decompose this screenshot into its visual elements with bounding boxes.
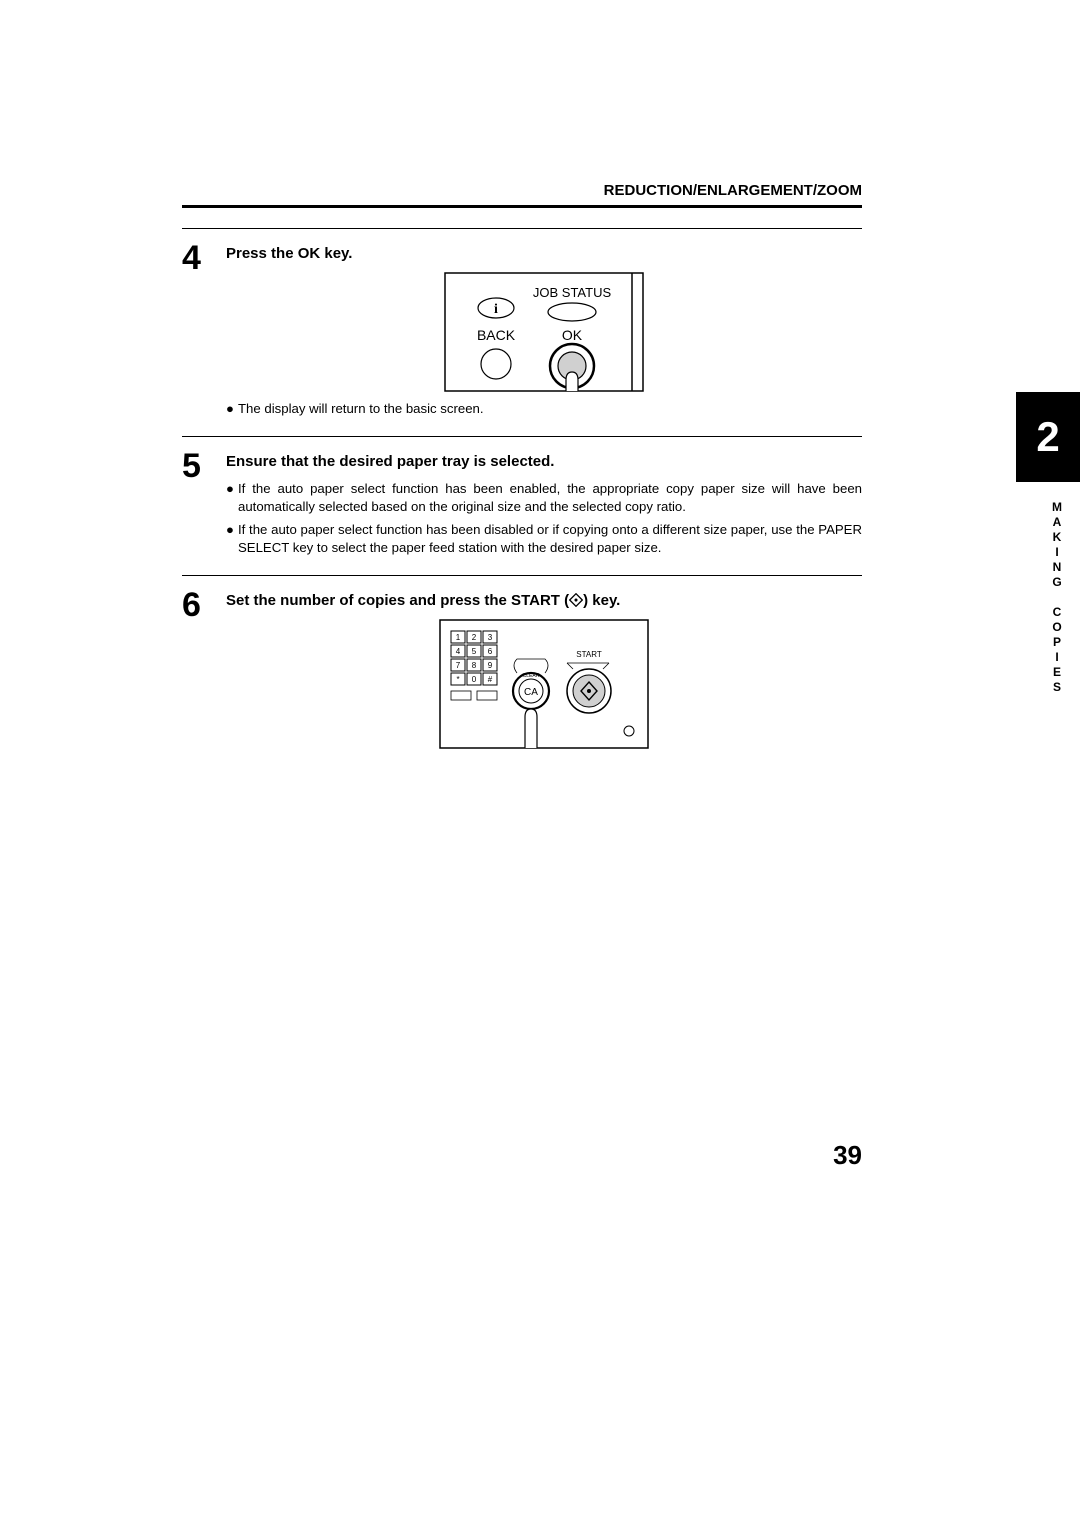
step-number-5: 5 xyxy=(182,449,226,483)
svg-text:8: 8 xyxy=(472,661,477,670)
chapter-tab: 2 xyxy=(1016,392,1080,482)
step-body-5: Ensure that the desired paper tray is se… xyxy=(226,449,862,561)
step-4: 4 Press the OK key. i JOB STATUS BACK OK xyxy=(182,241,862,422)
step6-title-part-b: ) key. xyxy=(583,592,620,609)
chapter-side-label: MAKING COPIES xyxy=(1050,500,1064,695)
panel-illustration-step4: i JOB STATUS BACK OK xyxy=(444,272,644,392)
header-rule xyxy=(182,205,862,208)
step5-bullet-1: ● If the auto paper select function has … xyxy=(226,480,862,516)
start-diamond-icon xyxy=(569,593,583,607)
step-title-6: Set the number of copies and press the S… xyxy=(226,592,862,609)
svg-text:#: # xyxy=(488,675,493,684)
svg-text:CA: CA xyxy=(524,687,538,698)
svg-text:BACK: BACK xyxy=(477,327,516,343)
svg-text:0: 0 xyxy=(472,675,477,684)
step-6: 6 Set the number of copies and press the… xyxy=(182,588,862,757)
svg-text:START: START xyxy=(576,650,602,659)
step-number-6: 6 xyxy=(182,588,226,622)
svg-text:4: 4 xyxy=(456,647,461,656)
step4-bullet-1: ● The display will return to the basic s… xyxy=(226,400,862,418)
svg-text:2: 2 xyxy=(472,633,477,642)
svg-text:6: 6 xyxy=(488,647,493,656)
svg-text:1: 1 xyxy=(456,633,461,642)
step4-bullet-1-text: The display will return to the basic scr… xyxy=(238,400,862,418)
svg-text:3: 3 xyxy=(488,633,493,642)
svg-text:9: 9 xyxy=(488,661,493,670)
step-body-4: Press the OK key. i JOB STATUS BACK OK xyxy=(226,241,862,422)
bullet-icon: ● xyxy=(226,521,238,557)
step-5: 5 Ensure that the desired paper tray is … xyxy=(182,449,862,561)
step-title-5: Ensure that the desired paper tray is se… xyxy=(226,453,862,470)
step-body-6: Set the number of copies and press the S… xyxy=(226,588,862,757)
step5-bullet-1-text: If the auto paper select function has be… xyxy=(238,480,862,516)
svg-text:*: * xyxy=(456,675,459,684)
svg-text:OK: OK xyxy=(562,327,583,343)
svg-text:JOB STATUS: JOB STATUS xyxy=(533,285,612,300)
page-number: 39 xyxy=(182,1140,862,1171)
svg-text:5: 5 xyxy=(472,647,477,656)
step-rule-4 xyxy=(182,228,862,229)
chapter-number: 2 xyxy=(1036,413,1059,461)
bullet-icon: ● xyxy=(226,480,238,516)
step6-title-part-a: Set the number of copies and press the S… xyxy=(226,592,569,609)
svg-text:7: 7 xyxy=(456,661,461,670)
step-number-4: 4 xyxy=(182,241,226,275)
step5-bullet-2: ● If the auto paper select function has … xyxy=(226,521,862,557)
panel-illustration-step6: 1 2 3 4 5 6 7 8 9 * 0 # CLEAR xyxy=(439,619,649,749)
section-header: REDUCTION/ENLARGEMENT/ZOOM xyxy=(182,182,862,205)
bullet-icon: ● xyxy=(226,400,238,418)
step-rule-5 xyxy=(182,436,862,437)
step-rule-6 xyxy=(182,575,862,576)
step-title-4: Press the OK key. xyxy=(226,245,862,262)
svg-text:i: i xyxy=(494,302,498,317)
step5-bullet-2-text: If the auto paper select function has be… xyxy=(238,521,862,557)
page-content-area: REDUCTION/ENLARGEMENT/ZOOM 4 Press the O… xyxy=(182,182,862,771)
